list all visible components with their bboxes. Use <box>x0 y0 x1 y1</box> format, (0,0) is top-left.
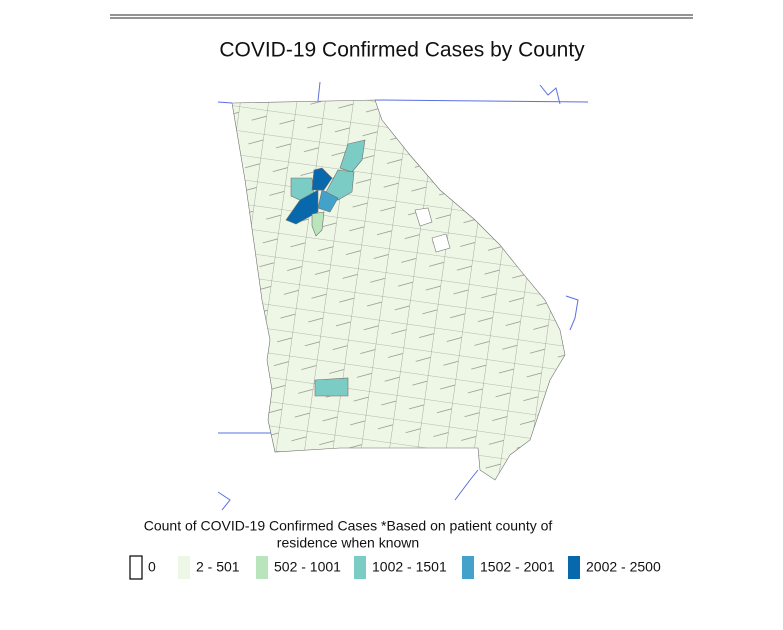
legend-swatch <box>256 556 268 579</box>
county <box>285 189 319 225</box>
legend-label: 2002 - 2500 <box>586 559 661 575</box>
county-lines <box>232 100 565 480</box>
county <box>317 189 339 213</box>
legend-label: 1502 - 2001 <box>480 559 555 575</box>
legend-label: 502 - 1001 <box>274 559 341 575</box>
legend: 0 2 - 501 502 - 1001 1002 - 1501 1502 - 2001… <box>129 555 661 580</box>
legend-title: residence when known <box>277 535 419 551</box>
state-borders <box>217 81 589 511</box>
county-zero <box>414 207 433 227</box>
legend-swatch <box>354 556 366 579</box>
legend-swatch <box>568 556 580 579</box>
legend-swatch <box>462 556 474 579</box>
map-title: COVID-19 Confirmed Cases by County <box>219 39 585 62</box>
county <box>325 169 355 201</box>
legend-label: 2 - 501 <box>196 559 240 575</box>
county <box>314 377 349 397</box>
county <box>311 167 333 191</box>
county <box>311 211 325 237</box>
county <box>339 139 366 173</box>
legend-title: Count of COVID-19 Confirmed Cases *Based… <box>144 518 553 534</box>
legend-label: 1002 - 1501 <box>372 559 447 575</box>
legend-label: 0 <box>148 559 156 575</box>
georgia <box>231 99 566 481</box>
county-zero <box>431 233 451 253</box>
legend-swatch <box>129 555 143 580</box>
legend-swatch <box>178 556 190 579</box>
